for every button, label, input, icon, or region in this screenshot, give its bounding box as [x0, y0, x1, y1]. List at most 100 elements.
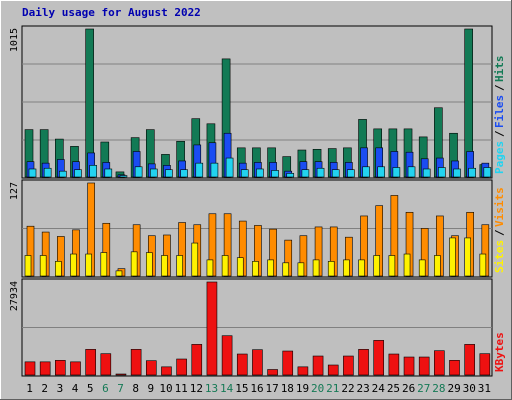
bar-kbytes-day-10 — [161, 366, 172, 376]
x-tick-label-day-29: 29 — [447, 382, 460, 395]
x-tick-label-day-18: 18 — [281, 382, 294, 395]
chart-title: Daily usage for August 2022 — [22, 6, 201, 19]
bar-pages-day-16 — [256, 168, 264, 178]
bar-kbytes-day-30 — [464, 344, 475, 376]
bar-kbytes-day-15 — [236, 353, 248, 376]
bar-sites-day-11 — [176, 255, 183, 277]
x-tick-label-day-25: 25 — [387, 382, 400, 395]
x-tick-label-day-28: 28 — [432, 382, 445, 395]
bar-kbytes-day-26 — [403, 356, 415, 376]
x-tick-label-day-12: 12 — [190, 382, 203, 395]
bar-sites-day-24 — [373, 255, 381, 277]
x-tick-label-day-22: 22 — [341, 382, 354, 395]
bar-kbytes-day-21 — [327, 364, 339, 376]
bar-pages-day-26 — [407, 166, 416, 178]
bar-sites-day-23 — [358, 259, 365, 277]
bar-kbytes-day-12 — [191, 344, 203, 376]
bar-pages-day-23 — [362, 166, 370, 178]
x-tick-label-day-23: 23 — [357, 382, 370, 395]
bar-pages-day-27 — [422, 168, 431, 178]
bar-sites-day-26 — [403, 253, 411, 277]
x-tick-label-day-17: 17 — [266, 382, 279, 395]
bar-sites-day-27 — [418, 259, 426, 277]
x-tick-label-day-10: 10 — [159, 382, 172, 395]
bar-pages-day-1 — [28, 168, 37, 178]
bar-sites-day-1 — [24, 255, 32, 277]
bar-pages-day-30 — [468, 167, 476, 178]
bar-pages-day-7 — [119, 175, 128, 178]
bar-kbytes-day-1 — [24, 361, 36, 376]
legend-label-separator: / — [493, 229, 506, 236]
bar-kbytes-day-24 — [373, 340, 385, 376]
bar-pages-day-6 — [104, 168, 113, 178]
bar-pages-day-18 — [286, 173, 295, 178]
legend-label-hits: Hits — [493, 56, 506, 83]
legend-label-sites: Sites — [493, 240, 506, 273]
x-tick-label-day-8: 8 — [132, 382, 139, 395]
bar-sites-day-31 — [479, 253, 487, 277]
bar-pages-day-9 — [149, 168, 158, 178]
legend-label-files: Files — [493, 95, 506, 128]
bar-kbytes-day-29 — [449, 360, 460, 376]
bar-pages-day-17 — [271, 170, 279, 178]
bar-sites-day-8 — [130, 251, 138, 277]
bar-kbytes-day-9 — [145, 360, 157, 376]
bar-kbytes-day-28 — [434, 350, 445, 376]
y-max-label-visits-sites: 127 — [9, 182, 20, 200]
x-tick-label-day-5: 5 — [87, 382, 94, 395]
x-tick-label-day-20: 20 — [311, 382, 324, 395]
bar-pages-day-4 — [74, 169, 82, 178]
bar-pages-day-14 — [225, 157, 234, 178]
bar-kbytes-day-16 — [252, 349, 263, 376]
legend-label-separator: / — [493, 130, 506, 137]
bar-sites-day-13 — [206, 259, 214, 277]
legend-label-kbytes: KBytes — [493, 332, 506, 372]
y-max-label-hits-files-pages: 1015 — [9, 28, 20, 52]
x-tick-label-day-19: 19 — [296, 382, 309, 395]
bar-pages-day-8 — [134, 166, 143, 178]
x-tick-label-day-30: 30 — [463, 382, 476, 395]
bar-kbytes-day-20 — [312, 355, 324, 376]
bar-sites-day-15 — [236, 257, 244, 277]
bar-kbytes-day-14 — [221, 335, 233, 376]
bar-pages-day-13 — [210, 162, 219, 178]
x-tick-label-day-13: 13 — [205, 382, 218, 395]
legend-label-visits: Visits — [493, 187, 506, 227]
bar-sites-day-28 — [434, 255, 441, 277]
bar-sites-day-12 — [191, 242, 199, 277]
x-tick-label-day-31: 31 — [478, 382, 491, 395]
bar-sites-day-19 — [297, 262, 305, 277]
bar-kbytes-day-4 — [70, 361, 81, 376]
bar-sites-day-9 — [145, 252, 153, 277]
bar-kbytes-day-3 — [55, 360, 66, 376]
bar-sites-day-3 — [55, 261, 62, 277]
bar-pages-day-2 — [43, 167, 52, 178]
bar-sites-day-21 — [327, 261, 335, 277]
x-tick-label-day-24: 24 — [372, 382, 386, 395]
x-tick-label-day-14: 14 — [220, 382, 234, 395]
x-tick-label-day-11: 11 — [175, 382, 188, 395]
x-tick-label-day-3: 3 — [57, 382, 64, 395]
bar-pages-day-19 — [301, 169, 310, 178]
x-tick-label-day-15: 15 — [235, 382, 248, 395]
bar-sites-day-22 — [343, 259, 350, 277]
bar-sites-day-4 — [70, 253, 77, 277]
bar-kbytes-day-13 — [206, 281, 218, 376]
bar-kbytes-day-27 — [418, 356, 430, 376]
y-max-label-kbytes: 27934 — [9, 281, 20, 311]
bar-pages-day-12 — [195, 162, 204, 178]
bar-kbytes-day-5 — [85, 349, 96, 376]
bar-sites-day-30 — [464, 237, 471, 277]
bar-kbytes-day-6 — [100, 353, 112, 376]
x-tick-label-day-21: 21 — [326, 382, 339, 395]
bar-sites-day-7 — [115, 270, 123, 277]
bar-sites-day-5 — [85, 253, 92, 277]
bar-pages-day-22 — [347, 169, 355, 178]
bar-kbytes-day-25 — [388, 353, 400, 376]
bar-sites-day-16 — [252, 261, 259, 277]
bar-kbytes-day-17 — [267, 369, 278, 376]
x-tick-label-day-16: 16 — [250, 382, 263, 395]
x-tick-label-day-4: 4 — [72, 382, 79, 395]
